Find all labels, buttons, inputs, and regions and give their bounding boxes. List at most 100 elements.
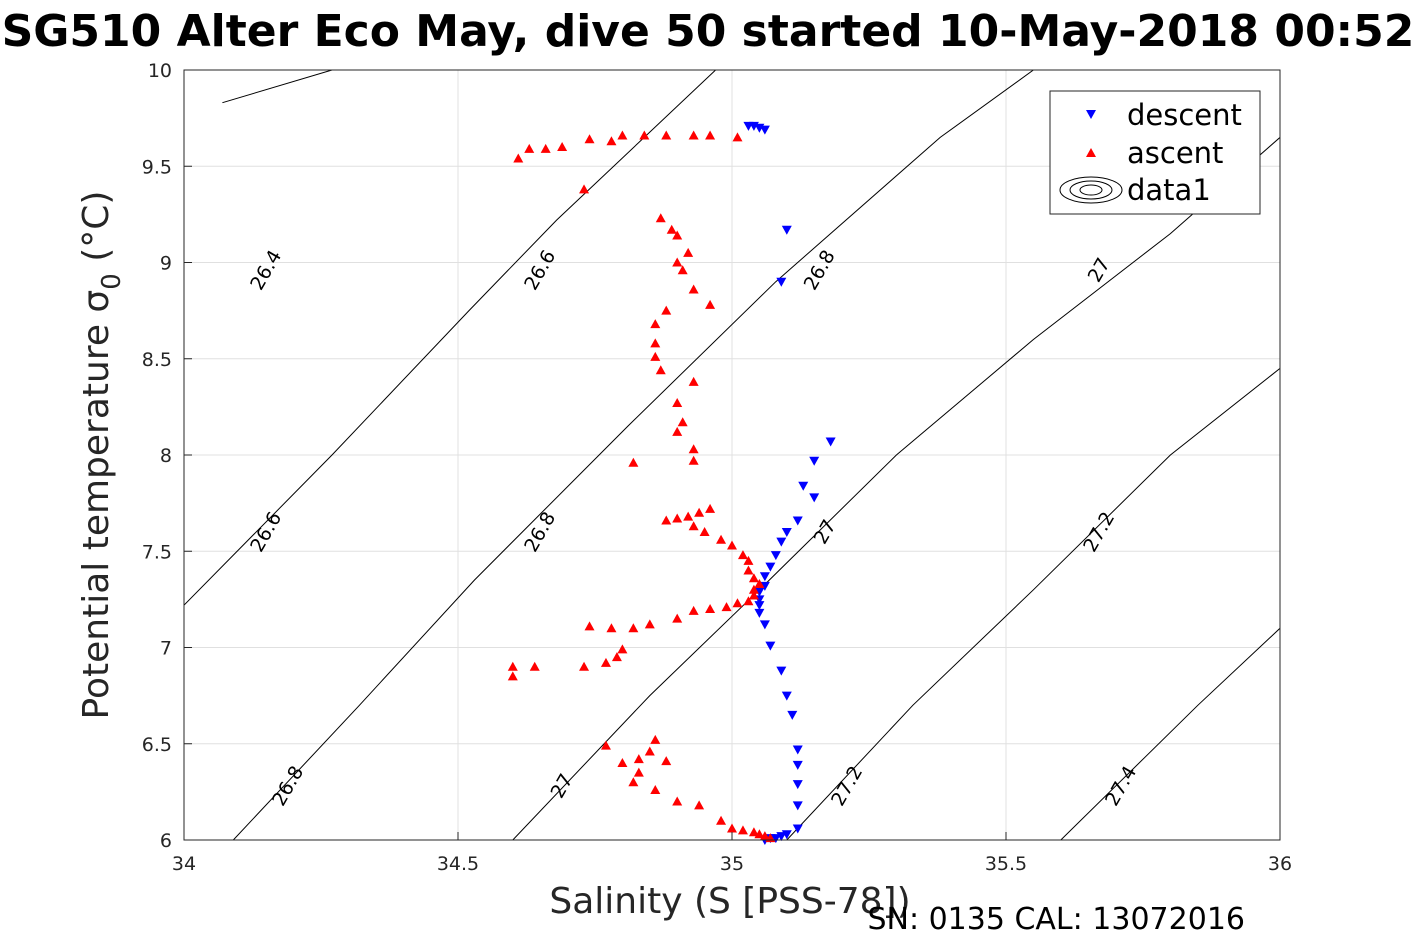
descent-point — [770, 551, 781, 561]
ascent-point — [743, 565, 754, 575]
ascent-point — [672, 513, 683, 523]
density-contour-line — [512, 137, 1280, 840]
descent-point — [792, 745, 803, 755]
descent-point — [809, 493, 820, 503]
y-tick-label: 6.5 — [142, 734, 172, 756]
legend-ascent-marker — [1086, 148, 1096, 157]
descent-point — [754, 601, 765, 611]
density-contour-label: 27.6 — [1391, 762, 1417, 810]
ascent-point — [683, 511, 694, 521]
ascent-point — [705, 130, 716, 140]
descent-point — [798, 481, 809, 491]
legend-descent-label: descent — [1127, 98, 1242, 132]
ascent-point — [606, 623, 617, 633]
ascent-point — [661, 515, 672, 525]
ascent-point — [650, 338, 661, 348]
legend-data1-label: data1 — [1127, 173, 1211, 207]
density-contour-line — [1060, 627, 1280, 840]
legend: descent ascent data1 — [1049, 90, 1261, 215]
y-tick-label: 8.5 — [142, 349, 172, 371]
ascent-point — [688, 130, 699, 140]
ascent-point — [529, 661, 540, 671]
ascent-point — [644, 619, 655, 629]
ascent-point — [688, 376, 699, 386]
ascent-point — [672, 230, 683, 240]
ascent-point — [633, 754, 644, 764]
density-contour-label: 27.2 — [1364, 246, 1404, 294]
ascent-point — [579, 661, 590, 671]
ascent-point — [600, 740, 611, 750]
density-contours — [184, 70, 1417, 840]
ascent-point — [672, 613, 683, 623]
y-tick-label: 9 — [160, 253, 172, 275]
ascent-point — [513, 153, 524, 163]
ascent-point — [677, 417, 688, 427]
legend-ascent-label: ascent — [1127, 136, 1223, 170]
ascent-point — [617, 130, 628, 140]
ascent-point — [727, 823, 737, 833]
ascent-point — [628, 777, 639, 787]
descent-point — [776, 666, 787, 676]
descent-point — [787, 710, 798, 720]
density-contour-line — [786, 368, 1280, 840]
descent-point — [754, 608, 765, 618]
descent-point — [792, 824, 803, 834]
x-tick-label: 35.5 — [985, 853, 1027, 875]
y-tick-label: 6 — [160, 830, 172, 852]
ascent-point — [716, 534, 727, 544]
ascent-point — [737, 825, 748, 835]
x-axis-label: Salinity (S [PSS-78]) — [549, 881, 910, 922]
x-tick-label: 34.5 — [437, 853, 479, 875]
ascent-point — [584, 134, 595, 144]
ascent-point — [617, 758, 628, 767]
descent-point — [781, 225, 792, 235]
descent-point — [765, 562, 776, 572]
y-tick-label: 9.5 — [142, 156, 172, 178]
ascent-point — [688, 521, 699, 531]
ascent-point — [617, 644, 628, 654]
ascent-point — [540, 143, 551, 153]
descent-point — [776, 277, 787, 287]
ascent-point — [661, 756, 672, 766]
descent-point — [792, 801, 803, 811]
ascent-point — [639, 130, 650, 140]
y-axis-label-unit: (°C) — [76, 191, 117, 274]
ascent-point — [628, 623, 639, 633]
descent-point — [781, 528, 792, 537]
ascent-point — [705, 299, 716, 309]
ascent-point — [655, 365, 666, 375]
density-contour-line — [222, 70, 333, 104]
y-tick-label: 7.5 — [142, 541, 172, 563]
descent-point — [754, 587, 765, 597]
descent-point — [809, 456, 820, 466]
descent-point — [759, 620, 770, 630]
ascent-point — [721, 602, 732, 612]
descent-point — [792, 760, 803, 770]
ascent-point — [727, 540, 737, 550]
ascent-point — [688, 455, 699, 465]
y-axis-label-main: Potential temperature σ — [76, 290, 117, 720]
y-tick-label: 7 — [160, 638, 172, 660]
ascent-point — [754, 578, 765, 588]
ascent-point — [650, 319, 661, 329]
ascent-point — [759, 831, 770, 841]
ascent-point — [633, 767, 644, 777]
y-tick-label: 10 — [148, 60, 172, 82]
ascent-point — [661, 130, 672, 140]
descent-point — [759, 125, 770, 135]
y-axis-label: Potential temperature σ0 (°C) — [76, 191, 127, 720]
legend-data1-marker — [1059, 176, 1123, 204]
ascent-point — [743, 555, 754, 565]
ascent-point — [732, 132, 743, 142]
density-contour-line — [1335, 705, 1417, 840]
ascent-point — [644, 746, 655, 756]
ascent-point — [705, 503, 716, 513]
ascent-point — [677, 265, 688, 275]
ascent-point — [655, 213, 666, 223]
ascent-point — [688, 284, 699, 294]
descent-point — [825, 437, 836, 447]
y-tick-label: 8 — [160, 445, 172, 467]
descent-point — [759, 581, 770, 591]
ascent-point — [628, 457, 639, 467]
